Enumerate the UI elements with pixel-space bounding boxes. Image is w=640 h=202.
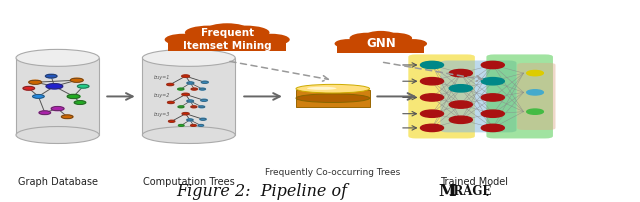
Circle shape xyxy=(191,89,197,91)
Circle shape xyxy=(182,76,189,78)
Ellipse shape xyxy=(207,24,248,36)
Text: Graph Database: Graph Database xyxy=(17,176,97,186)
Circle shape xyxy=(61,115,73,119)
Text: Figure 2:  Pipeline of: Figure 2: Pipeline of xyxy=(176,182,352,199)
Text: Frequent
Itemset Mining: Frequent Itemset Mining xyxy=(183,28,271,50)
Ellipse shape xyxy=(142,127,236,144)
Ellipse shape xyxy=(349,34,385,44)
Ellipse shape xyxy=(392,40,424,52)
Circle shape xyxy=(200,119,206,121)
Circle shape xyxy=(191,106,197,108)
Circle shape xyxy=(527,109,543,115)
Circle shape xyxy=(182,113,189,115)
Circle shape xyxy=(167,84,173,86)
Ellipse shape xyxy=(253,35,290,46)
Circle shape xyxy=(29,81,42,85)
Text: .: . xyxy=(484,182,490,199)
Circle shape xyxy=(420,110,444,118)
Circle shape xyxy=(33,95,44,99)
Ellipse shape xyxy=(296,94,370,103)
Circle shape xyxy=(449,117,472,124)
Circle shape xyxy=(46,84,63,89)
Circle shape xyxy=(481,110,504,118)
Text: Trained Model: Trained Model xyxy=(440,176,508,186)
Circle shape xyxy=(45,75,57,79)
Ellipse shape xyxy=(307,87,337,90)
Circle shape xyxy=(202,82,208,84)
Circle shape xyxy=(481,78,504,85)
Circle shape xyxy=(187,119,193,121)
Circle shape xyxy=(70,79,83,83)
Circle shape xyxy=(481,62,504,69)
Ellipse shape xyxy=(185,26,233,40)
Ellipse shape xyxy=(242,35,286,50)
Circle shape xyxy=(168,102,174,104)
FancyBboxPatch shape xyxy=(16,59,99,135)
Circle shape xyxy=(187,82,194,85)
Ellipse shape xyxy=(366,32,396,41)
FancyBboxPatch shape xyxy=(168,39,286,52)
Ellipse shape xyxy=(296,85,370,94)
Circle shape xyxy=(178,106,184,108)
Circle shape xyxy=(23,87,35,91)
FancyBboxPatch shape xyxy=(337,44,424,54)
Circle shape xyxy=(481,125,504,132)
Ellipse shape xyxy=(164,35,202,46)
Circle shape xyxy=(182,94,189,96)
Text: M: M xyxy=(438,182,456,199)
Circle shape xyxy=(420,78,444,85)
Text: buy=1: buy=1 xyxy=(154,74,170,79)
Circle shape xyxy=(77,85,89,89)
Ellipse shape xyxy=(221,26,269,40)
Circle shape xyxy=(178,89,184,91)
Ellipse shape xyxy=(337,40,370,52)
Text: buy=3: buy=3 xyxy=(154,112,170,117)
Circle shape xyxy=(168,121,175,123)
FancyBboxPatch shape xyxy=(296,90,370,107)
Ellipse shape xyxy=(377,34,412,44)
Text: GNN: GNN xyxy=(366,37,396,50)
Circle shape xyxy=(74,101,86,105)
Circle shape xyxy=(420,62,444,69)
Text: Frequently Co-occurring Trees: Frequently Co-occurring Trees xyxy=(265,168,401,177)
Ellipse shape xyxy=(16,127,99,144)
FancyBboxPatch shape xyxy=(440,61,516,133)
Ellipse shape xyxy=(142,50,236,67)
Ellipse shape xyxy=(194,31,260,50)
Circle shape xyxy=(420,125,444,132)
Ellipse shape xyxy=(335,40,362,49)
Circle shape xyxy=(449,101,472,109)
Circle shape xyxy=(199,89,205,91)
FancyBboxPatch shape xyxy=(486,55,553,139)
Circle shape xyxy=(187,100,193,103)
Circle shape xyxy=(198,125,204,127)
Circle shape xyxy=(191,125,196,127)
Text: buy=2: buy=2 xyxy=(154,93,170,97)
Circle shape xyxy=(527,90,543,96)
Ellipse shape xyxy=(400,40,427,49)
Circle shape xyxy=(481,94,504,102)
Circle shape xyxy=(449,70,472,77)
Circle shape xyxy=(201,100,207,102)
Circle shape xyxy=(527,71,543,76)
Circle shape xyxy=(179,125,184,127)
Circle shape xyxy=(449,85,472,93)
Circle shape xyxy=(199,106,205,108)
Ellipse shape xyxy=(16,50,99,67)
FancyBboxPatch shape xyxy=(408,55,475,139)
Circle shape xyxy=(39,111,51,115)
Text: Computation Trees: Computation Trees xyxy=(143,176,235,186)
FancyBboxPatch shape xyxy=(142,59,235,135)
FancyBboxPatch shape xyxy=(517,64,556,130)
Text: IRAGE: IRAGE xyxy=(448,184,492,197)
Ellipse shape xyxy=(168,35,212,50)
Ellipse shape xyxy=(356,37,405,52)
Circle shape xyxy=(420,94,444,102)
Circle shape xyxy=(51,107,64,111)
Circle shape xyxy=(67,95,80,99)
